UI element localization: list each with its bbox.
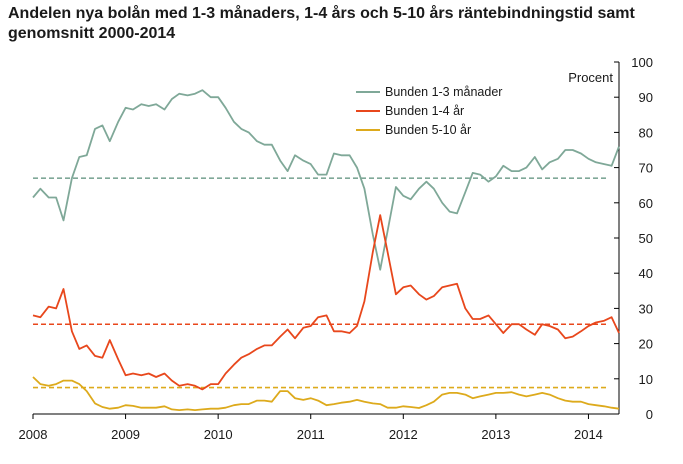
x-tick-label: 2013 (481, 427, 510, 442)
y-tick-label: 60 (639, 196, 653, 211)
x-tick-label: 2012 (389, 427, 418, 442)
x-tick-label: 2014 (574, 427, 603, 442)
y-tick-label: 0 (646, 407, 653, 422)
y-tick-label: 80 (639, 125, 653, 140)
legend-label: Bunden 1-4 år (385, 104, 464, 118)
series-line-2 (32, 214, 620, 391)
x-tick-label: 2009 (111, 427, 140, 442)
y-tick-label: 50 (639, 231, 653, 246)
y-axis-label: Procent (568, 70, 613, 85)
chart-title: Andelen nya bolån med 1-3 månaders, 1-4 … (8, 5, 635, 42)
x-tick-label: 2011 (297, 427, 325, 442)
chart-legend: Bunden 1-3 månader Bunden 1-4 år Bunden 5-… (356, 85, 502, 137)
series-lines (32, 89, 620, 412)
y-tick-label: 90 (639, 90, 653, 105)
y-tick-label: 20 (639, 337, 653, 352)
y-tick-label: 70 (639, 161, 653, 176)
y-tick-label: 10 (639, 372, 653, 387)
legend-label: Bunden 1-3 månader (385, 85, 502, 99)
y-tick-label: 40 (639, 266, 653, 281)
chart-axes: 0 10 20 30 40 50 60 70 80 90 100 2008 2009 2010 2011 20… (19, 55, 653, 442)
average-lines (33, 177, 609, 389)
legend-label: Bunden 5-10 år (385, 123, 471, 137)
y-tick-label: 100 (631, 55, 653, 70)
x-tick-label: 2008 (19, 427, 48, 442)
y-tick-label: 30 (639, 301, 653, 316)
series-line-1 (32, 89, 620, 271)
series-line-3 (32, 376, 620, 412)
x-tick-label: 2010 (204, 427, 233, 442)
